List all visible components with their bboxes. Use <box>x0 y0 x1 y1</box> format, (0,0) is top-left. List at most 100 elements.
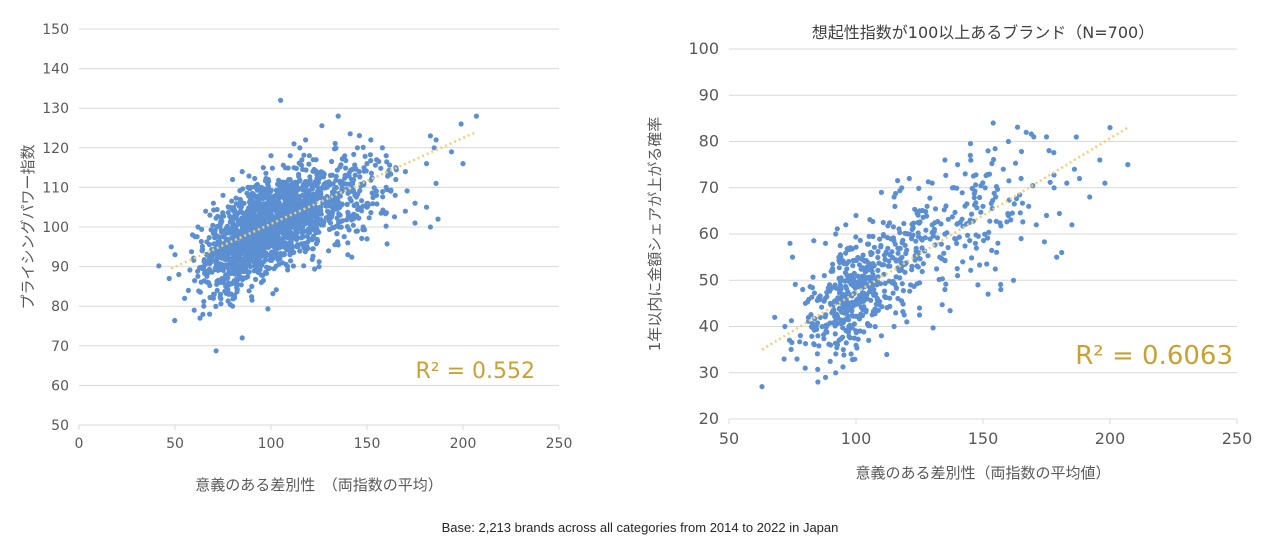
data-point <box>192 278 198 284</box>
data-point <box>320 222 326 228</box>
data-point <box>256 256 262 262</box>
data-point <box>853 330 859 336</box>
data-point <box>292 191 298 197</box>
data-point <box>834 226 840 232</box>
data-point <box>875 274 881 280</box>
data-point <box>895 250 901 256</box>
y-tick-label: 70 <box>51 339 69 355</box>
data-point <box>985 148 991 154</box>
data-point <box>214 256 220 262</box>
data-point <box>833 370 839 376</box>
data-point <box>868 297 874 303</box>
data-point <box>248 184 254 190</box>
data-point <box>924 203 930 209</box>
data-point <box>212 227 218 234</box>
data-point <box>993 218 999 224</box>
data-point <box>423 204 430 210</box>
data-point <box>819 304 825 310</box>
data-point <box>290 180 296 186</box>
data-point <box>252 175 258 182</box>
data-point <box>1051 185 1057 191</box>
data-point <box>841 352 847 358</box>
data-point <box>412 220 418 226</box>
data-point <box>273 233 279 239</box>
data-point <box>233 195 239 201</box>
data-point <box>1018 236 1024 242</box>
data-point <box>967 237 973 244</box>
data-point <box>250 200 256 206</box>
data-point <box>872 311 878 317</box>
data-point <box>219 218 225 224</box>
data-point <box>850 263 856 269</box>
data-point <box>788 346 794 352</box>
data-point <box>367 152 373 158</box>
data-point <box>1004 219 1010 225</box>
data-point <box>269 165 275 171</box>
x-tick-label: 0 <box>75 436 84 452</box>
data-point <box>286 183 292 189</box>
data-point <box>893 285 899 291</box>
data-point <box>960 259 966 265</box>
data-point <box>955 162 961 168</box>
data-point <box>351 189 357 195</box>
y-tick-label: 30 <box>699 363 719 382</box>
data-point <box>224 225 230 231</box>
data-point <box>856 300 862 306</box>
data-point <box>975 282 981 288</box>
x-tick-label: 100 <box>841 429 872 448</box>
data-point <box>293 230 299 236</box>
data-point <box>788 318 794 324</box>
scatter-points <box>759 120 1131 390</box>
data-point <box>357 188 363 194</box>
data-point <box>281 220 287 226</box>
data-point <box>254 187 260 193</box>
y-tick-label: 140 <box>42 62 69 78</box>
data-point <box>1125 162 1131 168</box>
data-point <box>989 247 995 253</box>
data-point <box>336 219 342 225</box>
data-point <box>221 213 227 219</box>
data-point <box>230 226 236 232</box>
x-tick-label: 200 <box>450 436 477 452</box>
data-point <box>800 286 806 293</box>
data-point <box>306 236 312 242</box>
data-point <box>834 345 840 351</box>
data-point <box>280 227 286 233</box>
data-point <box>277 253 283 259</box>
data-point <box>295 185 301 191</box>
data-point <box>341 234 347 240</box>
data-point <box>1046 148 1052 154</box>
data-point <box>237 208 243 214</box>
data-point <box>343 165 349 171</box>
data-point <box>312 181 318 187</box>
data-point <box>265 195 271 201</box>
data-point <box>360 144 366 150</box>
data-point <box>949 214 955 220</box>
data-point <box>786 337 793 343</box>
data-point <box>919 237 925 243</box>
data-point <box>861 275 867 281</box>
data-point <box>244 210 250 216</box>
data-point <box>368 137 374 143</box>
data-point <box>276 211 282 217</box>
data-point <box>844 272 850 278</box>
data-point <box>388 187 394 193</box>
data-point <box>364 161 370 167</box>
data-point <box>229 263 235 269</box>
data-point <box>821 298 827 304</box>
data-point <box>942 257 948 263</box>
data-point <box>374 201 380 207</box>
data-point <box>1087 194 1093 200</box>
data-point <box>326 248 332 254</box>
scatter-svg: 20 30 40 50 60 70 80 90 100 50 100 150 200 250 R² = 0.… <box>646 23 1252 482</box>
data-point <box>228 205 234 211</box>
data-point <box>460 161 466 167</box>
data-point <box>227 213 233 219</box>
data-point <box>356 215 362 221</box>
data-point <box>833 231 839 237</box>
data-point <box>288 258 294 264</box>
data-point <box>810 274 816 280</box>
data-point <box>853 257 859 263</box>
data-point <box>1051 172 1057 178</box>
data-point <box>897 229 903 236</box>
